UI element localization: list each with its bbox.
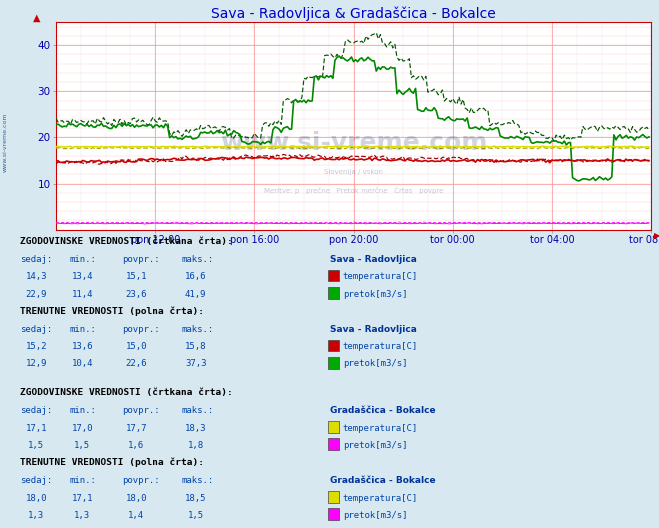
Text: povpr.:: povpr.: bbox=[122, 476, 159, 485]
Text: 41,9: 41,9 bbox=[185, 289, 206, 298]
Text: temperatura[C]: temperatura[C] bbox=[343, 342, 418, 351]
Text: 18,5: 18,5 bbox=[185, 494, 206, 503]
Text: Meritve: p   prečne   Pretok merčne   Črtas   povpre: Meritve: p prečne Pretok merčne Črtas po… bbox=[264, 186, 444, 194]
Title: Sava - Radovljica & Gradaščica - Bokalce: Sava - Radovljica & Gradaščica - Bokalce bbox=[211, 6, 496, 21]
Text: Gradaščica - Bokalce: Gradaščica - Bokalce bbox=[330, 407, 435, 416]
Text: pretok[m3/s]: pretok[m3/s] bbox=[343, 360, 407, 369]
Text: temperatura[C]: temperatura[C] bbox=[343, 494, 418, 503]
Text: povpr.:: povpr.: bbox=[122, 407, 159, 416]
Text: 18,3: 18,3 bbox=[185, 423, 206, 432]
Text: maks.:: maks.: bbox=[181, 255, 214, 264]
Text: sedaj:: sedaj: bbox=[20, 476, 52, 485]
Text: ZGODOVINSKE VREDNOSTI (črtkana črta):: ZGODOVINSKE VREDNOSTI (črtkana črta): bbox=[20, 389, 233, 398]
Text: pretok[m3/s]: pretok[m3/s] bbox=[343, 511, 407, 520]
Text: temperatura[C]: temperatura[C] bbox=[343, 423, 418, 432]
Text: sedaj:: sedaj: bbox=[20, 255, 52, 264]
Text: Slovenija / vskon: Slovenija / vskon bbox=[324, 168, 383, 175]
Text: 1,3: 1,3 bbox=[28, 511, 44, 520]
Text: ▲: ▲ bbox=[33, 13, 40, 23]
Text: povpr.:: povpr.: bbox=[122, 255, 159, 264]
Text: min.:: min.: bbox=[69, 255, 96, 264]
Text: 17,1: 17,1 bbox=[26, 423, 47, 432]
Text: 14,3: 14,3 bbox=[26, 272, 47, 281]
Text: 16,6: 16,6 bbox=[185, 272, 206, 281]
Text: ZGODOVINSKE VREDNOSTI (črtkana črta):: ZGODOVINSKE VREDNOSTI (črtkana črta): bbox=[20, 237, 233, 246]
Text: 1,8: 1,8 bbox=[188, 441, 204, 450]
Text: 1,3: 1,3 bbox=[74, 511, 90, 520]
Text: sedaj:: sedaj: bbox=[20, 325, 52, 334]
Text: maks.:: maks.: bbox=[181, 476, 214, 485]
Text: 1,5: 1,5 bbox=[28, 441, 44, 450]
Text: www.si-vreme.com: www.si-vreme.com bbox=[220, 130, 487, 155]
Text: TRENUTNE VREDNOSTI (polna črta):: TRENUTNE VREDNOSTI (polna črta): bbox=[20, 306, 204, 316]
Text: 15,0: 15,0 bbox=[126, 342, 147, 351]
Text: maks.:: maks.: bbox=[181, 325, 214, 334]
Text: 15,2: 15,2 bbox=[26, 342, 47, 351]
Text: TRENUTNE VREDNOSTI (polna črta):: TRENUTNE VREDNOSTI (polna črta): bbox=[20, 458, 204, 467]
Text: 22,6: 22,6 bbox=[126, 360, 147, 369]
Text: sedaj:: sedaj: bbox=[20, 407, 52, 416]
Text: 1,5: 1,5 bbox=[74, 441, 90, 450]
Text: 15,8: 15,8 bbox=[185, 342, 206, 351]
Text: maks.:: maks.: bbox=[181, 407, 214, 416]
Text: 17,7: 17,7 bbox=[126, 423, 147, 432]
Text: 1,4: 1,4 bbox=[129, 511, 144, 520]
Text: Sava - Radovljica: Sava - Radovljica bbox=[330, 325, 416, 334]
Text: min.:: min.: bbox=[69, 407, 96, 416]
Text: 15,1: 15,1 bbox=[126, 272, 147, 281]
Text: 17,0: 17,0 bbox=[72, 423, 93, 432]
Text: 1,6: 1,6 bbox=[129, 441, 144, 450]
Text: ▶: ▶ bbox=[654, 231, 659, 240]
Text: povpr.:: povpr.: bbox=[122, 325, 159, 334]
Text: pretok[m3/s]: pretok[m3/s] bbox=[343, 441, 407, 450]
Text: 10,4: 10,4 bbox=[72, 360, 93, 369]
Text: www.si-vreme.com: www.si-vreme.com bbox=[3, 113, 8, 172]
Text: 17,1: 17,1 bbox=[72, 494, 93, 503]
Text: 37,3: 37,3 bbox=[185, 360, 206, 369]
Text: Gradaščica - Bokalce: Gradaščica - Bokalce bbox=[330, 476, 435, 485]
Text: 1,5: 1,5 bbox=[188, 511, 204, 520]
Text: 18,0: 18,0 bbox=[26, 494, 47, 503]
Text: 23,6: 23,6 bbox=[126, 289, 147, 298]
Text: min.:: min.: bbox=[69, 476, 96, 485]
Text: pretok[m3/s]: pretok[m3/s] bbox=[343, 289, 407, 298]
Text: 11,4: 11,4 bbox=[72, 289, 93, 298]
Text: min.:: min.: bbox=[69, 325, 96, 334]
Text: Sava - Radovljica: Sava - Radovljica bbox=[330, 255, 416, 264]
Text: 22,9: 22,9 bbox=[26, 289, 47, 298]
Text: 13,4: 13,4 bbox=[72, 272, 93, 281]
Text: temperatura[C]: temperatura[C] bbox=[343, 272, 418, 281]
Text: 13,6: 13,6 bbox=[72, 342, 93, 351]
Text: 12,9: 12,9 bbox=[26, 360, 47, 369]
Text: 18,0: 18,0 bbox=[126, 494, 147, 503]
